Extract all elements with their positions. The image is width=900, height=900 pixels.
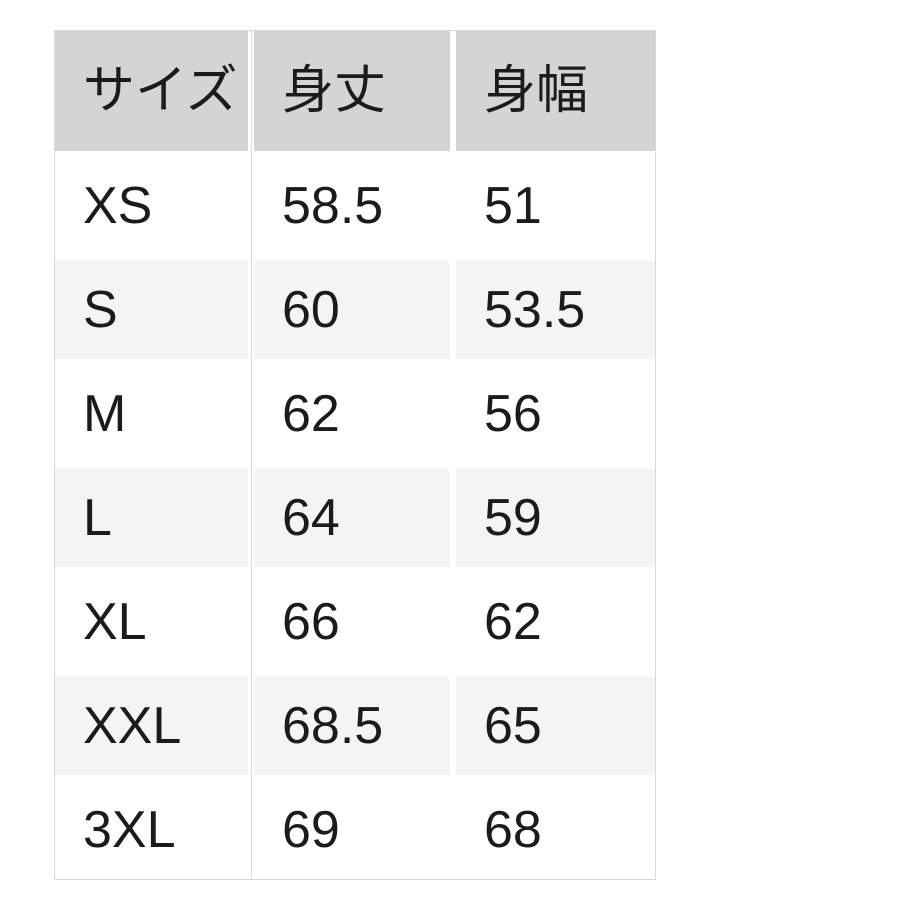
size-column-header: サイズ [55,31,254,151]
table-row: XL 66 62 [55,567,655,671]
table-row: XXL 68.5 65 [55,671,655,775]
size-cell: XL [55,567,254,671]
body-width-cell: 51 [456,151,655,255]
size-cell: XXL [55,671,254,775]
body-length-cell: 64 [254,463,456,567]
body-length-column-header: 身丈 [254,31,456,151]
size-chart: サイズ 身丈 身幅 XS 58.5 51 S 60 53.5 M 62 56 [54,30,656,880]
body-width-cell: 62 [456,567,655,671]
body-width-cell: 68 [456,775,655,879]
size-cell: 3XL [55,775,254,879]
table-row: S 60 53.5 [55,255,655,359]
size-chart-header: サイズ 身丈 身幅 [55,31,655,151]
size-cell: XS [55,151,254,255]
size-chart-table: サイズ 身丈 身幅 XS 58.5 51 S 60 53.5 M 62 56 [55,31,655,879]
body-width-column-header: 身幅 [456,31,655,151]
table-row: 3XL 69 68 [55,775,655,879]
size-cell: S [55,255,254,359]
size-cell: L [55,463,254,567]
body-length-cell: 69 [254,775,456,879]
body-length-cell: 58.5 [254,151,456,255]
table-row: M 62 56 [55,359,655,463]
table-row: XS 58.5 51 [55,151,655,255]
body-length-cell: 62 [254,359,456,463]
body-width-cell: 56 [456,359,655,463]
body-width-cell: 59 [456,463,655,567]
table-row: L 64 59 [55,463,655,567]
body-length-cell: 68.5 [254,671,456,775]
header-row: サイズ 身丈 身幅 [55,31,655,151]
column-divider-line [251,31,252,879]
body-width-cell: 65 [456,671,655,775]
body-length-cell: 60 [254,255,456,359]
body-width-cell: 53.5 [456,255,655,359]
body-length-cell: 66 [254,567,456,671]
size-chart-body: XS 58.5 51 S 60 53.5 M 62 56 L 64 59 XL [55,151,655,879]
size-cell: M [55,359,254,463]
